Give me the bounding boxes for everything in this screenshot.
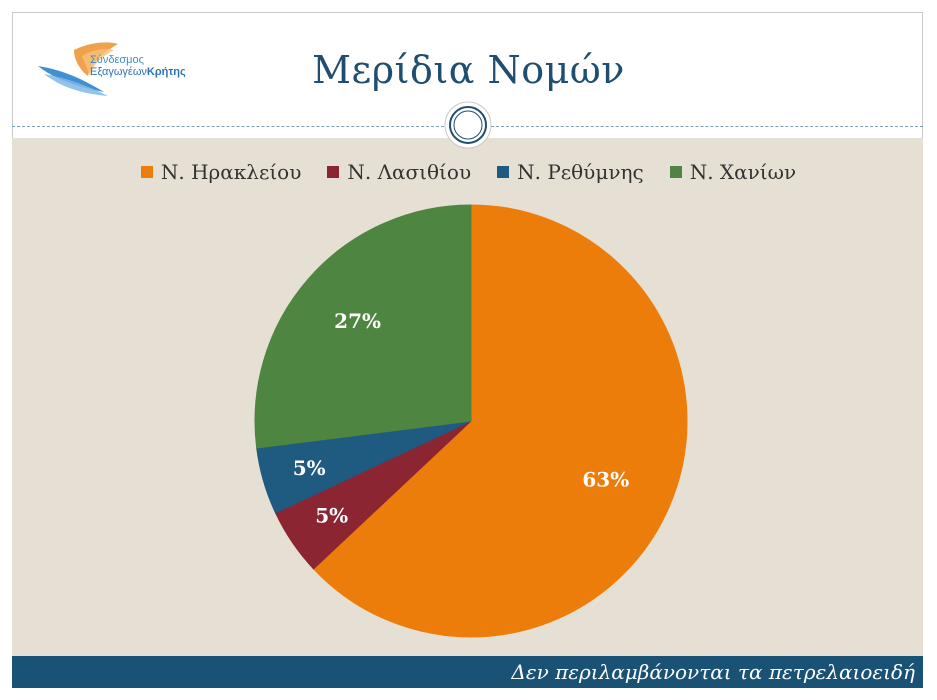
circle-medallion-icon	[444, 101, 492, 149]
slice-data-label: 27%	[334, 309, 381, 333]
legend-label: Ν. Λασιθίου	[347, 160, 472, 184]
footer-note: Δεν περιλαμβάνονται τα πετρελαιοειδή	[12, 656, 923, 688]
page-title: Μερίδια Νομών	[312, 48, 625, 92]
pie-slice	[254, 204, 472, 449]
slice-data-label: 63%	[582, 467, 629, 491]
legend-item: Ν. Λασιθίου	[327, 160, 471, 184]
legend-label: Ν. Ηρακλείου	[160, 160, 302, 184]
logo-icon	[38, 42, 118, 96]
logo-line2-b: Κρήτης	[146, 66, 186, 78]
legend-swatch	[327, 166, 340, 178]
logo-line2-a: Εξαγωγέων	[90, 66, 147, 78]
logo-text: Σύνδεσμος ΕξαγωγέωνΚρήτης	[90, 54, 186, 78]
legend-label: Ν. Ρεθύμνης	[517, 160, 644, 184]
legend-swatch	[140, 166, 153, 178]
legend-swatch	[669, 166, 682, 178]
pie-slice	[312, 204, 688, 638]
logo-line2: ΕξαγωγέωνΚρήτης	[90, 66, 186, 78]
chart-legend: Ν. Ηρακλείου Ν. Λασιθίου Ν. Ρεθύμνης Ν. Χαν…	[0, 160, 937, 184]
legend-item: Ν. Ρεθύμνης	[497, 160, 644, 184]
legend-item: Ν. Χανίων	[669, 160, 797, 184]
legend-item: Ν. Ηρακλείου	[140, 160, 302, 184]
legend-label: Ν. Χανίων	[689, 160, 797, 184]
logo-line1: Σύνδεσμος	[90, 54, 144, 66]
slice-data-label: 5%	[315, 504, 348, 528]
legend-swatch	[497, 166, 510, 178]
slice-data-label: 5%	[293, 456, 326, 480]
